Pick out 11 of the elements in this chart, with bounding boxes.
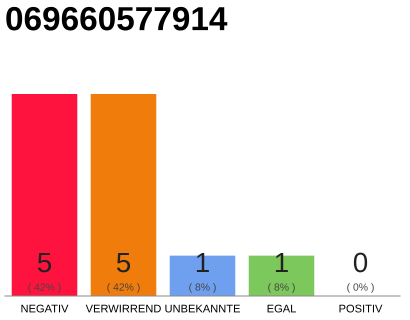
data-label: 0 ( 0% ) [347,252,374,293]
data-label: 1 ( 8% ) [189,252,216,293]
x-tick-label: VERWIRREND [86,304,161,312]
x-tick-label: UNBEKANNTE [165,304,240,312]
chart-title: 069660577914 [6,6,228,30]
x-tick-label: NEGATIV [21,304,68,312]
data-label: 1 ( 8% ) [268,252,295,293]
x-tick-label: POSITIV [339,304,382,312]
data-label: 5 ( 42% ) [107,252,140,293]
data-label: 5 ( 42% ) [28,252,61,293]
x-tick-label: EGAL [268,304,296,312]
